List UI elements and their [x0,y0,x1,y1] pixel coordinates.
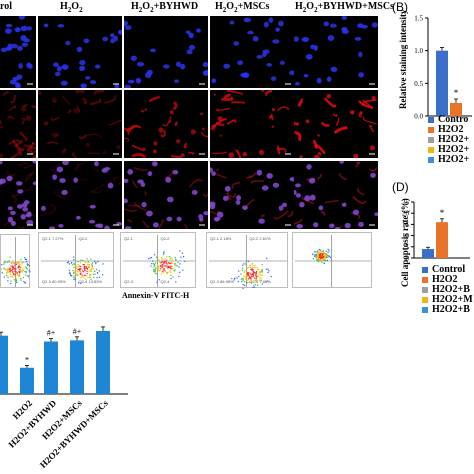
panel-d-tick-label: 0 [406,255,410,263]
panel-d-legend-item-0: Control [422,264,465,275]
flow-plot-1: Q2-1 7.27% Q2-2 Q2-3 80.93% Q2-4 10.83% [38,232,114,288]
flow-quadrant-label: Q2-4 10.83% [78,279,103,284]
bottom-bar-chart: * #+ #+ [0,326,128,395]
panel-b-legend-item-4: H2O2+ [428,154,469,165]
micrograph-stain-4 [294,90,378,158]
panel-b-legend-item-0: Contro [428,114,468,125]
flow-plot-4 [292,232,372,288]
panel-b-tick-label: 1.5 [414,15,423,23]
bottom-bar-1 [20,367,34,394]
panel-d-legend-swatch [422,286,428,293]
panel-d-bar-1 [436,222,448,258]
panel-d-legend-label: H2O2+B [432,284,470,295]
bottom-bar-3 [70,340,84,394]
panel-d-legend-item-4: H2O2+B [422,304,470,315]
micrograph-stain-3 [210,90,294,158]
column-header-h2o2-mscs: H2O2+MSCs [215,1,270,14]
panel-d-tick-label: 25 [402,199,410,207]
panel-b-legend-swatch [428,116,434,123]
panel-b-legend-swatch [428,136,434,143]
flow-quadrant-label: Q2-3 [124,279,133,284]
panel-b-legend-label: H2O2+ [438,144,470,155]
panel-b-significance-star: * [454,88,459,98]
micrograph-stain-0 [0,90,36,158]
bottom-significance-mark: #+ [47,329,56,338]
panel-b-legend-label: Contro [438,114,469,125]
bottom-significance-mark: * [25,355,29,364]
panel-b-legend-label: H2O2+ [438,134,470,145]
panel-b-legend-item-1: H2O2 [428,124,464,135]
micrograph-stain-1 [38,90,122,158]
panel-d-legend-swatch [422,296,428,303]
bottom-significance-mark: #+ [73,327,82,336]
flow-quadrant-label: Q2-1 7.27% [42,236,64,241]
flow-quadrant-label: Q2-3 80.93% [42,279,66,284]
panel-d-tick-label: 15 [402,221,410,229]
column-header-h2o2-byhwd: H2O2+BYHWD [131,1,199,14]
panel-d-letter: (D) [392,180,409,194]
flow-quadrant-label: Q2-4 [160,279,170,284]
panel-d-legend-item-2: H2O2+B [422,284,470,295]
panel-d-legend-item-1: H2O2 [422,274,458,285]
panel-d-legend-swatch [422,306,428,313]
panel-b-tick-label: 0.5 [414,80,423,88]
panel-d-legend-label: H2O2+M [432,294,473,305]
panel-b-tick-label: 0.0 [414,113,423,121]
panel-b-legend-swatch [428,156,434,163]
bottom-bar-4 [96,331,110,394]
flow-xaxis-caption: Annexin-V FITC-H [122,291,190,300]
bottom-bar-2 [44,341,58,394]
flow-quadrant-label: Q2-2 [78,236,88,241]
panel-b-bar-0 [436,50,448,116]
panel-d-legend-label: H2O2 [432,274,458,285]
column-header-h2o2: H2O2 [60,1,83,14]
micrograph-dapi-4 [294,16,378,88]
flow-quadrant-label: Q2-2 2.61% [249,236,271,241]
flow-plot-3: Q2-1 2.18% Q2-2 2.61% Q2-3 86.98% Q2-4 7.88… [206,232,288,289]
bottom-bar-0 [0,335,8,394]
flow-plot-0 [0,234,31,288]
panel-d-tick-label: 20 [402,210,410,218]
micrograph-dapi-1 [38,16,122,88]
column-header-control: rol [0,1,13,12]
panel-b-bar-1 [450,102,462,116]
flow-quadrant-label: Q2-1 [124,236,133,241]
panel-d-significance-star: * [440,208,445,218]
panel-b-letter: (B) [392,0,408,14]
flow-quadrant-label: Q2-4 7.88% [249,279,271,284]
panel-d-legend-item-3: H2O2+M [422,294,473,305]
panel-d-chart: 0 5 10 15 20 25 * [402,199,470,263]
column-header-h2o2-byhwd-mscs: H2O2+BYHWD+MSCs [295,1,394,14]
panel-b-legend-label: H2O2 [438,124,464,135]
micrograph-merge-2 [124,161,208,229]
flow-plot-2: Q2-1 Q2-2 Q2-3 Q2-4 [120,232,196,288]
micrograph-merge-0 [0,161,36,229]
panel-b-chart: 0.0 0.5 1.0 1.5 * [414,15,472,121]
flow-quadrant-label: Q2-3 86.98% [210,279,234,284]
flow-quadrant-label: Q2-2 [160,236,170,241]
panel-b-legend-item-2: H2O2+ [428,134,469,145]
panel-b-legend-swatch [428,126,434,133]
micrograph-merge-1 [38,161,122,229]
panel-b-legend-swatch [428,146,434,153]
micrograph-dapi-2 [124,16,208,88]
panel-d-tick-label: 5 [406,243,410,251]
panel-d-legend-swatch [422,266,428,273]
panel-d-bar-0 [422,249,434,258]
micrograph-dapi-0 [0,16,36,88]
panel-b-legend-item-3: H2O2+ [428,144,469,155]
flow-quadrant-label: Q2-1 2.18% [210,236,232,241]
micrograph-stain-2 [124,90,208,158]
panel-d-legend-label: H2O2+B [432,304,470,315]
panel-d-legend-swatch [422,276,428,283]
panel-d-tick-label: 10 [402,232,410,240]
micrograph-dapi-3 [210,16,294,88]
panel-d-legend-label: Control [432,264,466,275]
micrograph-merge-3 [210,161,294,229]
panel-b-tick-label: 1.0 [414,47,423,55]
panel-b-legend-label: H2O2+ [438,154,470,165]
micrograph-merge-4 [294,161,378,229]
